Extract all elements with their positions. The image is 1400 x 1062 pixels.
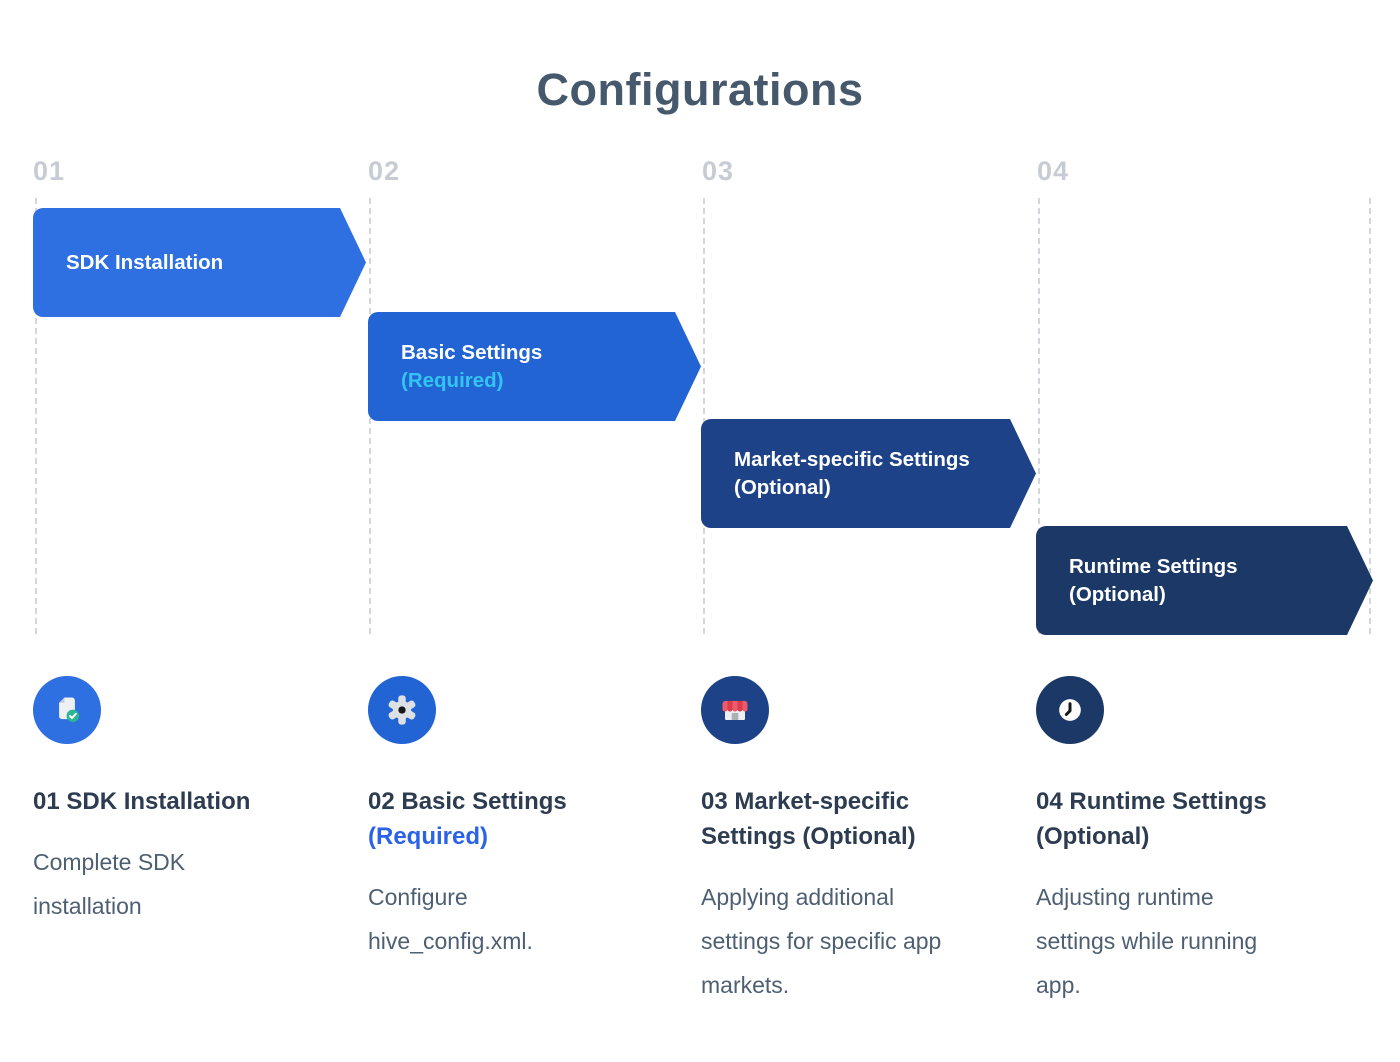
step-description: Adjusting runtime settings while running… — [1036, 884, 1258, 998]
guide-line — [35, 198, 37, 634]
step-heading: 04 Runtime Settings (Optional) — [1036, 788, 1267, 850]
step-description: Complete SDK installation — [33, 849, 186, 919]
arrow-sublabel: (Optional) — [1069, 582, 1166, 606]
arrow-banner-sdk-installation: SDK Installation — [33, 208, 366, 317]
step-number-02: 02 — [368, 156, 401, 186]
page-title: Configurations — [536, 64, 864, 115]
gear-icon — [368, 676, 436, 744]
arrow-sublabel: (Required) — [401, 368, 504, 392]
step-description: Applying additional settings for specifi… — [701, 884, 942, 998]
arrow-sublabel: (Optional) — [734, 475, 831, 499]
guide-line — [1038, 198, 1040, 634]
arrow-label: Runtime Settings — [1069, 554, 1238, 578]
step-text-runtime-settings: 04 Runtime Settings (Optional) Adjusting… — [1036, 784, 1336, 1007]
storefront-icon — [701, 676, 769, 744]
step-description: Configure hive_config.xml. — [368, 884, 533, 954]
step-text-basic-settings: 02 Basic Settings (Required) Configure h… — [368, 784, 668, 963]
arrow-banner-market-specific-settings: Market-specific Settings (Optional) — [701, 419, 1036, 528]
step-text-market-specific-settings: 03 Market-specific Settings (Optional) A… — [701, 784, 1001, 1007]
arrow-label: Market-specific Settings — [734, 447, 970, 471]
document-check-icon — [33, 676, 101, 744]
step-heading: 02 Basic Settings — [368, 788, 567, 815]
clock-icon — [1036, 676, 1104, 744]
step-heading: 01 SDK Installation — [33, 788, 251, 815]
guide-line — [1369, 198, 1371, 634]
arrow-banner-basic-settings: Basic Settings (Required) — [368, 312, 701, 421]
arrow-label: Basic Settings — [401, 340, 543, 364]
arrow-banner-runtime-settings: Runtime Settings (Optional) — [1036, 526, 1373, 635]
arrow-label: SDK Installation — [66, 250, 224, 274]
step-number-04: 04 — [1037, 156, 1070, 186]
step-number-01: 01 — [33, 156, 66, 186]
step-number-03: 03 — [702, 156, 735, 186]
step-heading: 03 Market-specific Settings (Optional) — [701, 788, 916, 850]
guide-line — [703, 198, 705, 634]
step-text-sdk-installation: 01 SDK Installation Complete SDK install… — [33, 784, 333, 928]
step-heading-required-tag: (Required) — [368, 823, 488, 850]
